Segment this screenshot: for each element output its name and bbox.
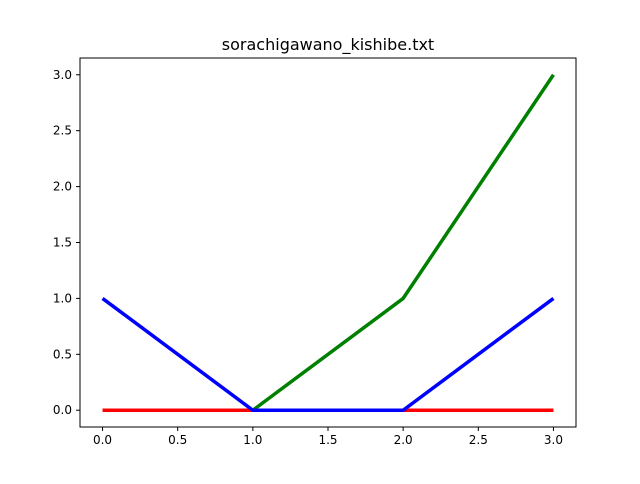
y-tick-label: 1.0 [53, 291, 72, 305]
y-tick-label: 1.5 [53, 236, 72, 250]
chart-title: sorachigawano_kishibe.txt [222, 35, 434, 55]
x-tick-label: 0.0 [93, 433, 112, 447]
x-tick-label: 0.5 [168, 433, 187, 447]
y-tick-label: 3.0 [53, 68, 72, 82]
x-tick-label: 2.0 [394, 433, 413, 447]
y-tick-label: 0.0 [53, 403, 72, 417]
x-tick-label: 1.0 [243, 433, 262, 447]
y-tick-label: 0.5 [53, 347, 72, 361]
x-tick-label: 3.0 [544, 433, 563, 447]
series-line-2 [251, 73, 555, 412]
y-tick-label: 2.0 [53, 180, 72, 194]
series-layer [101, 73, 555, 412]
x-tick-label: 1.5 [318, 433, 337, 447]
x-tick-label: 2.5 [469, 433, 488, 447]
series-line-3 [101, 297, 555, 412]
axes-layer: 0.0 0.5 1.0 1.5 2.0 2.5 3.0 0.0 0.5 1.0 1.5 2.0 2.5 3… [53, 57, 577, 447]
y-tick-label: 2.5 [53, 124, 72, 138]
